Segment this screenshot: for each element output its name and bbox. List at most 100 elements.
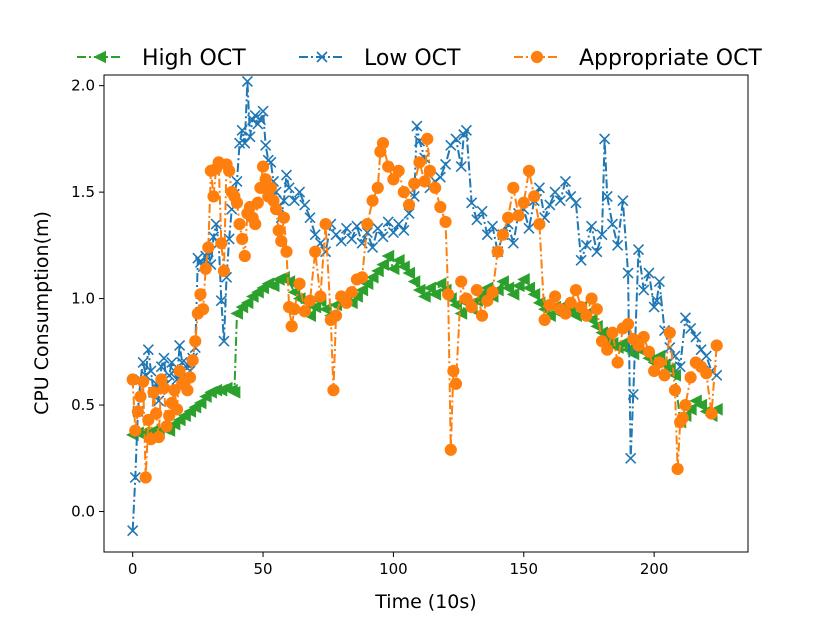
data-point-appropriate-oct — [142, 413, 155, 427]
data-point-appropriate-oct — [280, 245, 293, 258]
data-point-appropriate-oct — [564, 296, 577, 309]
data-point-appropriate-oct — [285, 320, 298, 333]
data-point-low-oct — [559, 175, 572, 188]
data-point-appropriate-oct — [137, 375, 150, 388]
data-point-appropriate-oct — [705, 407, 718, 420]
data-point-low-oct — [695, 344, 707, 356]
data-point-appropriate-oct — [288, 303, 301, 316]
data-point-appropriate-oct — [223, 164, 236, 177]
y-axis: 0.0 0.5 1.0 1.5 2.0 — [71, 77, 104, 521]
data-point-low-oct — [257, 105, 269, 117]
data-point-high-oct — [694, 398, 708, 412]
data-point-low-oct — [254, 114, 267, 126]
data-point-low-oct — [507, 237, 519, 249]
data-point-low-oct — [651, 295, 663, 307]
data-point-low-oct — [129, 471, 141, 484]
data-point-appropriate-oct — [486, 286, 499, 299]
data-point-low-oct — [309, 229, 321, 241]
data-point-low-oct — [523, 222, 535, 234]
series-layer — [126, 75, 723, 537]
data-point-low-oct — [142, 344, 154, 356]
data-point-low-oct — [236, 124, 248, 136]
data-point-low-oct — [455, 161, 467, 173]
data-point-appropriate-oct — [470, 283, 483, 297]
data-point-appropriate-oct — [147, 386, 160, 399]
data-point-low-oct — [166, 356, 178, 369]
data-point-appropriate-oct — [700, 367, 713, 380]
data-point-low-oct — [145, 365, 157, 377]
data-point-appropriate-oct — [533, 217, 546, 231]
data-point-low-oct — [241, 75, 253, 87]
data-point-low-oct — [366, 241, 379, 254]
data-point-low-oct — [335, 235, 347, 247]
data-point-appropriate-oct — [449, 377, 463, 390]
data-point-high-oct — [496, 275, 509, 288]
data-point-appropriate-oct — [340, 296, 353, 309]
data-point-appropriate-oct — [517, 196, 530, 209]
data-point-appropriate-oct — [429, 181, 442, 194]
x-tick-label: 200 — [640, 560, 669, 578]
data-point-appropriate-oct — [444, 443, 457, 456]
y-tick-label: 1.0 — [71, 290, 95, 308]
data-point-appropriate-oct — [671, 462, 684, 476]
x-axis-label: Time (10s) — [374, 591, 476, 613]
data-point-appropriate-oct — [528, 190, 541, 203]
data-point-appropriate-oct — [606, 326, 619, 339]
data-point-appropriate-oct — [522, 164, 536, 177]
data-point-low-oct — [570, 197, 582, 209]
data-point-low-oct — [174, 339, 186, 352]
data-point-appropriate-oct — [230, 196, 244, 209]
data-point-appropriate-oct — [238, 249, 251, 263]
data-point-appropriate-oct — [710, 339, 723, 352]
data-point-low-oct — [377, 231, 389, 243]
data-point-appropriate-oct — [236, 232, 249, 246]
data-point-appropriate-oct — [329, 309, 343, 322]
data-point-appropriate-oct — [269, 203, 283, 216]
data-point-low-oct — [434, 171, 446, 183]
data-point-appropriate-oct — [679, 398, 692, 412]
data-point-appropriate-oct — [684, 371, 697, 384]
data-point-high-oct — [308, 300, 322, 314]
data-point-low-oct — [601, 190, 613, 202]
data-point-low-oct — [638, 284, 650, 296]
data-point-low-oct — [320, 246, 332, 258]
data-point-appropriate-oct — [126, 373, 139, 386]
data-point-low-oct — [244, 131, 256, 143]
y-tick-label: 0.5 — [71, 396, 95, 414]
data-point-appropriate-oct — [173, 364, 186, 378]
data-point-appropriate-oct — [275, 234, 288, 248]
data-point-low-oct — [283, 182, 295, 194]
x-tick-label: 100 — [379, 560, 408, 578]
data-point-low-oct — [622, 267, 634, 279]
data-point-appropriate-oct — [309, 245, 322, 258]
data-point-low-oct — [700, 350, 712, 362]
data-point-low-oct — [471, 214, 483, 226]
legend-item-low-oct: Low OCT — [299, 46, 461, 71]
data-point-appropriate-oct — [512, 209, 525, 222]
data-point-appropriate-oct — [314, 290, 327, 303]
data-point-high-oct — [428, 288, 442, 301]
data-point-low-oct — [565, 190, 577, 202]
data-point-appropriate-oct — [371, 181, 384, 194]
data-point-appropriate-oct — [345, 286, 358, 299]
data-point-low-oct — [575, 254, 587, 266]
data-point-low-oct — [387, 227, 399, 239]
data-point-appropriate-oct — [131, 405, 144, 418]
data-point-low-oct — [599, 133, 611, 145]
data-point-appropriate-oct — [256, 160, 270, 173]
data-point-appropriate-oct — [152, 430, 165, 444]
data-point-low-oct — [340, 222, 353, 234]
data-point-low-oct — [127, 525, 139, 537]
data-point-high-oct — [449, 298, 462, 312]
data-point-low-oct — [231, 175, 243, 188]
data-point-low-oct — [585, 220, 598, 232]
data-point-appropriate-oct — [207, 190, 220, 203]
plot-frame — [103, 74, 749, 553]
data-point-appropriate-oct — [442, 288, 455, 301]
data-point-high-oct — [381, 249, 395, 263]
data-point-low-oct — [158, 352, 170, 364]
data-point-appropriate-oct — [249, 217, 262, 231]
data-point-low-oct — [643, 267, 655, 279]
data-point-high-oct — [376, 258, 389, 271]
